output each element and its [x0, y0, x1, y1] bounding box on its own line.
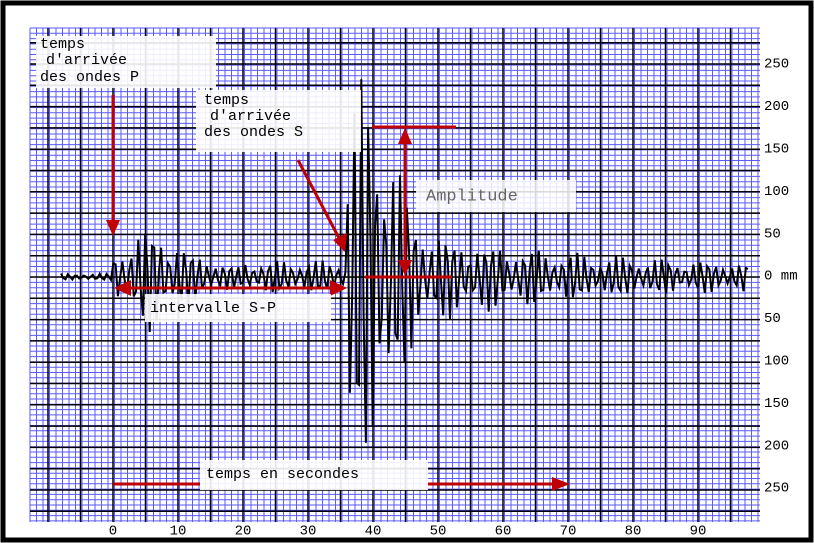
label-bg — [30, 522, 810, 542]
y-label: 100 — [764, 184, 789, 200]
x-label: 70 — [560, 524, 577, 540]
p-label: temps — [40, 36, 85, 53]
p-label: d'arrivée — [46, 52, 127, 69]
y-label: 50 — [764, 226, 781, 242]
y-label: 250 — [764, 481, 789, 497]
p-label: des ondes P — [40, 69, 139, 86]
y-label: 250 — [764, 57, 789, 73]
s-label: d'arrivée — [210, 108, 291, 125]
trace — [60, 79, 749, 443]
x-label: 0 — [109, 524, 117, 540]
amp-head — [398, 260, 412, 276]
x-label: 80 — [625, 524, 642, 540]
s-arrow — [296, 159, 342, 241]
s-arrow-head — [333, 233, 347, 252]
sp-label: intervalle S-P — [150, 300, 276, 317]
amp-label: Amplitude — [426, 187, 518, 206]
amp-head — [398, 128, 412, 144]
p-box — [36, 36, 216, 88]
y-label: 100 — [764, 354, 789, 370]
y-label: 50 — [764, 311, 781, 327]
y-label: 150 — [764, 396, 789, 412]
y-label: 0 mm — [764, 269, 798, 285]
time-label: temps en secondes — [206, 466, 359, 483]
x-label: 20 — [235, 524, 252, 540]
x-label: 50 — [430, 524, 447, 540]
sp-head — [114, 280, 131, 296]
x-label: 30 — [300, 524, 317, 540]
x-label: 90 — [690, 524, 707, 540]
s-label: temps — [204, 92, 249, 109]
p-arrow-head — [106, 220, 120, 236]
time-head — [552, 477, 570, 491]
s-box — [196, 90, 361, 152]
time-box — [200, 460, 428, 490]
x-label: 10 — [170, 524, 187, 540]
amp-box — [416, 180, 576, 212]
y-label: 200 — [764, 99, 789, 115]
axis-labels: 250 200 150 100 50 0 mm 50 100 150 200 250 0 10 20 30 4… — [30, 28, 810, 542]
sp-box — [145, 294, 331, 322]
sp-head — [330, 280, 347, 296]
x-label: 40 — [365, 524, 382, 540]
label-bg — [760, 28, 810, 522]
x-label: 60 — [495, 524, 512, 540]
s-label: des ondes S — [204, 124, 303, 141]
y-label: 200 — [764, 438, 789, 454]
y-label: 150 — [764, 142, 789, 158]
